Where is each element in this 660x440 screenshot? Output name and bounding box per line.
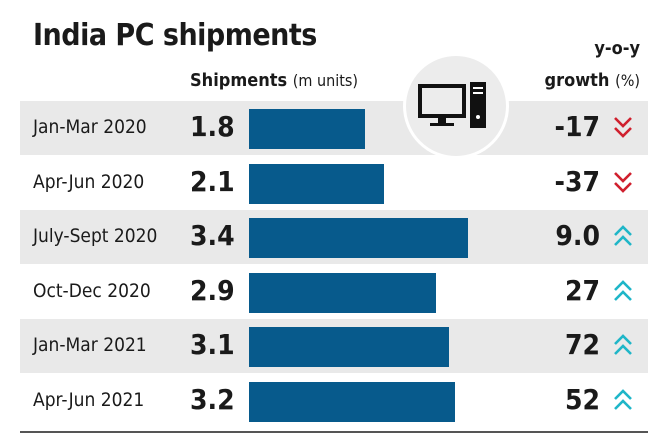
- desktop-computer-icon: [418, 82, 486, 128]
- value-label: 3.2: [190, 382, 235, 416]
- growth-unit: (%): [615, 71, 640, 90]
- period-label: Jan-Mar 2020: [33, 116, 147, 138]
- bar: [249, 381, 456, 422]
- growth-value: 27: [564, 273, 600, 307]
- growth-value: 72: [564, 328, 600, 361]
- data-row: Apr-Jun 2020 2.1 -37: [20, 156, 648, 210]
- value-label: 1.8: [190, 110, 235, 143]
- growth-value: -37: [554, 164, 600, 198]
- shipments-header-label: Shipments: [190, 70, 288, 91]
- chart-title: India PC shipments: [33, 18, 317, 53]
- growth-value: 52: [564, 382, 600, 416]
- value-label: 3.4: [190, 219, 235, 252]
- bottom-rule: [20, 431, 648, 433]
- value-label: 3.1: [190, 328, 235, 361]
- bar: [249, 163, 385, 204]
- double-chevron-up-icon: [614, 279, 632, 301]
- period-label: July-Sept 2020: [33, 225, 158, 247]
- period-label: Apr-Jun 2021: [33, 388, 145, 411]
- data-row: July-Sept 2020 3.4 9.0: [20, 210, 648, 264]
- data-row: Apr-Jun 2021 3.2 52: [20, 374, 648, 428]
- value-label: 2.1: [190, 164, 235, 198]
- growth-header: growth (%): [544, 70, 640, 91]
- double-chevron-down-icon: [614, 171, 632, 193]
- double-chevron-up-icon: [614, 225, 632, 246]
- double-chevron-down-icon: [614, 117, 632, 138]
- bar: [249, 218, 469, 258]
- growth-value: 9.0: [555, 219, 600, 252]
- shipments-unit: (m units): [292, 71, 358, 90]
- double-chevron-up-icon: [614, 334, 632, 355]
- period-label: Jan-Mar 2021: [33, 334, 147, 356]
- shipments-header: Shipments (m units): [190, 70, 358, 91]
- bar: [249, 272, 437, 313]
- double-chevron-up-icon: [614, 388, 632, 410]
- data-row: Oct-Dec 2020 2.9 27: [20, 265, 648, 319]
- data-row: Jan-Mar 2020 1.8 -17: [20, 101, 648, 155]
- data-row: Jan-Mar 2021 3.1 72: [20, 319, 648, 373]
- growth-value: -17: [554, 110, 600, 143]
- growth-header-label: growth: [544, 70, 610, 91]
- computer-icon-circle: [403, 53, 509, 159]
- period-label: Oct-Dec 2020: [33, 279, 151, 302]
- period-label: Apr-Jun 2020: [33, 170, 145, 193]
- growth-header-line1: y-o-y: [594, 38, 640, 59]
- bar: [249, 327, 449, 367]
- value-label: 2.9: [190, 273, 235, 307]
- bar: [249, 109, 366, 149]
